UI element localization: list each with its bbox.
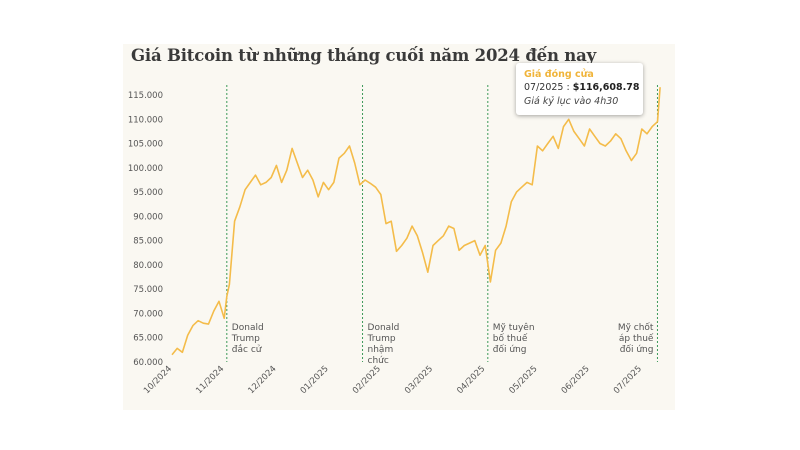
x-tick-label: 01/2025 [299, 364, 331, 396]
y-tick-label: 65.000 [133, 334, 163, 344]
x-tick-label: 12/2024 [246, 364, 278, 396]
event-annotation: đối ứng [493, 344, 527, 355]
price-tooltip: Giá đóng cửa 07/2025 : $116,608.78 Giá k… [516, 63, 643, 115]
x-tick-label: 05/2025 [507, 364, 539, 396]
y-tick-label: 60.000 [133, 358, 163, 368]
event-annotation: áp thuế [619, 333, 654, 344]
event-annotation: nhậm [368, 345, 394, 355]
event-annotation: đắc cử [232, 344, 263, 355]
event-annotation: Trump [367, 334, 396, 344]
x-tick-label: 02/2025 [351, 364, 383, 396]
event-annotation: chức [368, 356, 389, 366]
x-tick-label: 11/2024 [194, 364, 226, 396]
x-tick-label: 10/2024 [142, 364, 174, 396]
tooltip-value: $116,608.78 [572, 82, 640, 93]
event-annotation: Trump [231, 334, 260, 344]
y-tick-label: 90.000 [133, 212, 163, 222]
y-tick-label: 70.000 [133, 309, 163, 319]
y-tick-label: 75.000 [133, 285, 163, 295]
y-tick-label: 80.000 [133, 261, 163, 271]
y-tick-label: 95.000 [133, 188, 163, 198]
event-annotation: Mỹ chốt [618, 322, 654, 333]
tooltip-label: 07/2025 : [524, 82, 573, 93]
y-tick-label: 85.000 [133, 237, 163, 247]
event-annotation: Mỹ tuyên [493, 322, 535, 333]
y-tick-label: 105.000 [128, 140, 163, 150]
event-annotation: bố thuế [493, 333, 528, 344]
event-annotation: Donald [232, 323, 264, 333]
tooltip-title: Giá đóng cửa [524, 69, 594, 80]
y-tick-label: 100.000 [128, 164, 163, 174]
price-line [171, 87, 661, 356]
y-tick-label: 110.000 [128, 115, 163, 125]
event-annotation: đối ứng [620, 344, 654, 355]
x-tick-label: 04/2025 [455, 364, 487, 396]
event-annotation: Donald [368, 323, 400, 333]
tooltip-note: Giá kỷ lục vào 4h30 [524, 96, 619, 107]
x-tick-label: 06/2025 [560, 364, 592, 396]
x-tick-label: 03/2025 [403, 364, 435, 396]
tooltip-line: 07/2025 : $116,608.78 [524, 81, 643, 95]
chart-title: Giá Bitcoin từ những tháng cuối năm 2024… [131, 46, 596, 65]
y-tick-label: 115.000 [128, 91, 163, 101]
series-layer [171, 87, 661, 356]
x-tick-label: 07/2025 [612, 364, 644, 396]
